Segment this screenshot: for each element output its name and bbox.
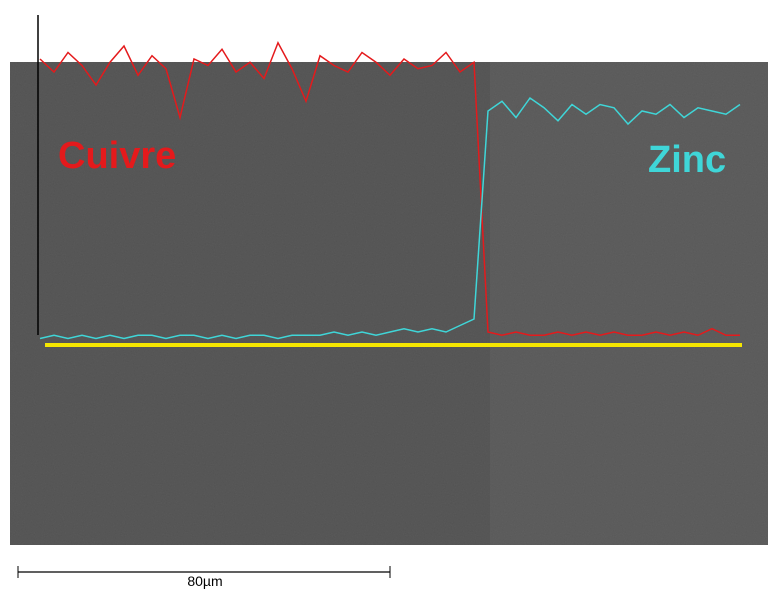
plot [39,40,741,340]
profile-line [39,96,741,340]
zinc-region [490,62,768,545]
scale-bar-label: 80µm [187,573,222,589]
cuivre-label: Cuivre [58,135,176,177]
profile-line [39,40,740,337]
sem-image [10,62,768,545]
zinc-label: Zinc [648,139,726,181]
